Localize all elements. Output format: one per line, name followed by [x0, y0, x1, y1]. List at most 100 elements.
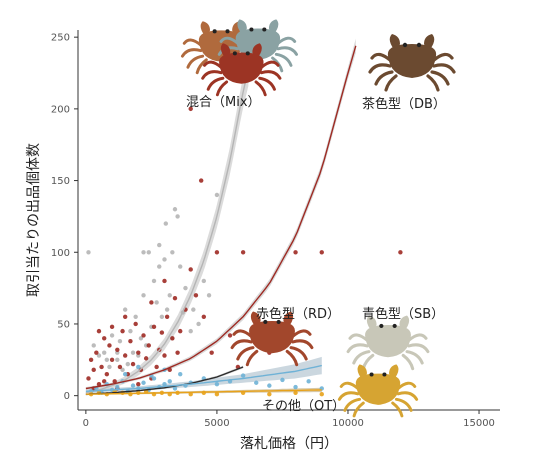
y-tick-label: 100 [51, 248, 70, 259]
fit-line-ot [85, 389, 322, 395]
data-point-mix [196, 321, 201, 327]
data-point-db [109, 357, 115, 363]
data-point-sb [240, 373, 246, 378]
ci-band-mix [85, 51, 249, 396]
data-point-mix [91, 343, 96, 348]
data-point-mix [107, 364, 112, 370]
data-point-mix [117, 338, 123, 344]
data-point-db [293, 250, 298, 255]
data-point-db [136, 381, 141, 387]
data-point-mix [138, 336, 144, 341]
annotation-rd: 赤色型（RD） [256, 306, 340, 322]
data-point-db [151, 324, 157, 330]
data-point-mix [130, 350, 136, 355]
data-point-db [172, 295, 178, 301]
data-point-sb [167, 379, 172, 384]
data-point-mix [102, 350, 107, 355]
data-point-mix [163, 221, 169, 226]
data-point-mix [157, 264, 162, 269]
data-point-db [198, 178, 204, 183]
data-point-db [117, 364, 123, 370]
data-point-ot [128, 392, 133, 397]
data-point-ot [293, 390, 298, 395]
crab-db-icon [368, 32, 456, 92]
data-point-db [227, 333, 233, 338]
data-point-db [109, 324, 115, 330]
y-tick-label: 0 [64, 391, 70, 402]
x-tick-label: 5000 [204, 418, 229, 429]
crab-ot-icon [337, 362, 419, 418]
data-point-db [102, 379, 107, 384]
data-point-mix [122, 307, 128, 312]
data-point-db [398, 250, 403, 255]
data-point-db [240, 250, 246, 255]
data-point-db [149, 300, 154, 305]
data-point-db [209, 350, 214, 355]
data-point-mix [133, 314, 138, 319]
data-point-db [188, 267, 193, 272]
y-tick-label: 150 [51, 176, 70, 187]
data-point-mix [191, 307, 196, 312]
data-point-db [96, 328, 102, 334]
data-point-mix [188, 328, 193, 334]
data-point-sb [141, 380, 146, 385]
data-point-mix [141, 250, 146, 255]
data-point-db [188, 106, 193, 112]
x-axis-title: 落札価格（円） [240, 436, 338, 452]
data-point-db [141, 333, 146, 338]
data-point-db [112, 379, 117, 384]
y-tick-label: 250 [51, 33, 70, 44]
crab-mix-icon [180, 17, 298, 97]
x-tick-label: 0 [83, 418, 89, 429]
data-point-mix [96, 353, 102, 358]
data-point-db [122, 353, 128, 358]
annotation-sb: 青色型（SB） [362, 306, 444, 322]
data-point-sb [130, 383, 136, 388]
data-point-db [170, 336, 175, 341]
data-point-db [178, 328, 183, 334]
data-point-db [94, 350, 99, 355]
data-point-mix [206, 293, 212, 298]
confidence-bands [85, 38, 356, 396]
data-point-mix [141, 293, 146, 298]
y-axis-title: 取引当たりの出品個体数 [26, 143, 42, 297]
data-point-mix [172, 207, 178, 212]
data-point-mix [104, 357, 110, 363]
crab-sb-icon [346, 313, 430, 371]
data-point-sb [115, 384, 120, 390]
annotation-db: 茶色型（DB） [362, 96, 446, 112]
data-point-mix [115, 357, 120, 363]
data-point-db [193, 293, 199, 298]
data-point-db [154, 364, 159, 370]
data-point-mix [146, 250, 151, 255]
data-point-mix [170, 250, 175, 255]
data-point-mix [159, 314, 165, 319]
data-point-db [143, 356, 149, 361]
data-point-db [175, 350, 180, 355]
fit-curves [85, 45, 357, 395]
fit-line-sb [85, 364, 322, 393]
x-ticks: 0 5000 10000 15000 [83, 410, 495, 429]
data-point-mix [151, 278, 157, 284]
data-point-mix [183, 285, 188, 291]
data-point-sb [162, 381, 167, 387]
data-points [86, 106, 403, 397]
data-point-db [133, 321, 138, 327]
data-point-db [102, 336, 107, 341]
data-point-sb [293, 384, 298, 390]
data-point-db [128, 338, 133, 344]
annotation-ot: その他（OT） [262, 399, 345, 414]
data-point-db [164, 314, 170, 319]
ci-band-sb [85, 356, 322, 393]
data-point-mix [214, 192, 220, 198]
data-point-mix [128, 328, 133, 334]
data-point-sb [172, 386, 178, 391]
data-point-db [146, 343, 151, 348]
data-point-db [107, 343, 112, 348]
data-point-db [159, 330, 165, 335]
data-point-mix [162, 257, 167, 262]
data-point-mix [86, 250, 91, 255]
fit-line-db [85, 45, 357, 390]
